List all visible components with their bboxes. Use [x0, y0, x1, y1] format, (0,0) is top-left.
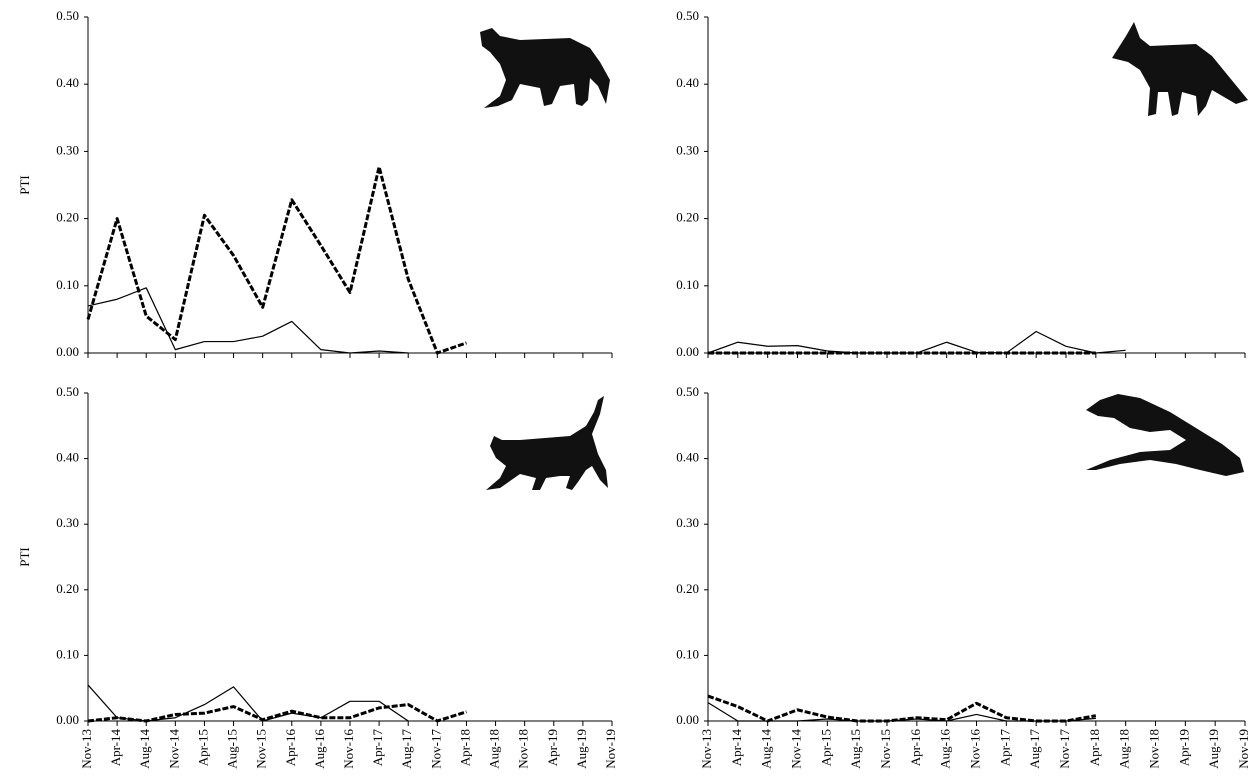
- y-tick-label: 0.20: [676, 210, 699, 225]
- y-tick-label: 0.10: [56, 277, 79, 292]
- x-tick-label: Aug-17: [1027, 729, 1042, 769]
- y-tick-label: 0.50: [676, 384, 699, 399]
- x-tick-label: Nov-14: [166, 729, 181, 769]
- x-tick-label: Aug-15: [848, 729, 863, 769]
- y-tick-label: 0.10: [676, 277, 699, 292]
- lizard-icon: [1086, 394, 1244, 476]
- x-tick-label: Nov-16: [967, 729, 982, 769]
- y-tick-label: 0.00: [676, 344, 699, 359]
- chart: 0.00 0.10 0.20 0.30 0.40 0.50 PTI 0.00 0.10 0.20 0…: [0, 0, 1259, 781]
- cat-icon: [486, 396, 608, 490]
- x-tick-label: Nov-13: [79, 729, 94, 769]
- x-tick-label: Aug-15: [225, 729, 240, 769]
- x-tick-label: Nov-17: [1057, 729, 1072, 769]
- x-tick-label: Aug-14: [137, 729, 152, 769]
- y-tick-label: 0.00: [676, 712, 699, 727]
- x-tick-label: Apr-19: [1176, 729, 1191, 766]
- y-tick-label: 0.20: [56, 581, 79, 596]
- x-tick-label: Apr-15: [818, 729, 833, 766]
- x-tick-label: Apr-19: [545, 729, 560, 766]
- y-tick-label: 0.30: [676, 515, 699, 530]
- x-tick-label: Apr-18: [1087, 729, 1102, 766]
- x-tick-label: Apr-14: [729, 729, 744, 767]
- x-tick-label: Nov-18: [1146, 729, 1161, 769]
- y-tick-label: 0.30: [56, 142, 79, 157]
- x-tick-label: Nov-14: [788, 729, 803, 769]
- y-tick-label: 0.50: [56, 384, 79, 399]
- x-tick-label: Aug-16: [312, 729, 327, 769]
- y-tick-label: 0.40: [676, 450, 699, 465]
- x-tick-label: Aug-18: [1117, 729, 1132, 769]
- y-axis-label: PTI: [17, 547, 32, 567]
- x-tick-label: Aug-16: [938, 729, 953, 769]
- x-tick-label: Aug-19: [1206, 729, 1221, 769]
- x-tick-label: Aug-19: [574, 729, 589, 769]
- y-tick-label: 0.50: [676, 8, 699, 23]
- series-line: [708, 696, 1096, 721]
- coyote-icon: [480, 28, 610, 108]
- y-tick-label: 0.20: [56, 210, 79, 225]
- x-tick-label: Nov-19: [603, 729, 618, 769]
- y-tick-label: 0.40: [676, 75, 699, 90]
- y-tick-label: 0.30: [56, 515, 79, 530]
- series-line: [708, 331, 1126, 353]
- series-line: [88, 288, 408, 353]
- x-tick-label: Nov-13: [699, 729, 714, 769]
- y-tick-label: 0.40: [56, 75, 79, 90]
- fox-icon: [1112, 22, 1248, 116]
- x-tick-label: Apr-18: [457, 729, 472, 766]
- x-tick-label: Aug-14: [759, 729, 774, 769]
- y-tick-label: 0.20: [676, 581, 699, 596]
- x-tick-label: Apr-16: [908, 729, 923, 767]
- x-tick-label: Aug-18: [487, 729, 502, 769]
- y-tick-label: 0.00: [56, 712, 79, 727]
- y-tick-label: 0.40: [56, 450, 79, 465]
- y-tick-label: 0.10: [676, 646, 699, 661]
- series-line: [88, 167, 466, 353]
- x-tick-label: Aug-17: [399, 729, 414, 769]
- series-line: [88, 685, 408, 721]
- y-tick-label: 0.30: [676, 142, 699, 157]
- x-tick-label: Nov-18: [516, 729, 531, 769]
- x-tick-label: Nov-17: [428, 729, 443, 769]
- x-tick-label: Apr-14: [108, 729, 123, 767]
- x-tick-label: Apr-15: [195, 729, 210, 766]
- y-tick-label: 0.50: [56, 8, 79, 23]
- series-line: [88, 705, 466, 721]
- y-tick-label: 0.00: [56, 344, 79, 359]
- x-tick-label: Nov-15: [254, 729, 269, 769]
- x-tick-label: Apr-17: [997, 729, 1012, 767]
- y-tick-label: 0.10: [56, 646, 79, 661]
- x-tick-label: Apr-17: [370, 729, 385, 767]
- y-axis-label: PTI: [17, 175, 32, 195]
- x-tick-label: Nov-15: [878, 729, 893, 769]
- x-tick-label: Apr-16: [283, 729, 298, 767]
- x-tick-label: Nov-16: [341, 729, 356, 769]
- x-tick-label: Nov-19: [1236, 729, 1251, 769]
